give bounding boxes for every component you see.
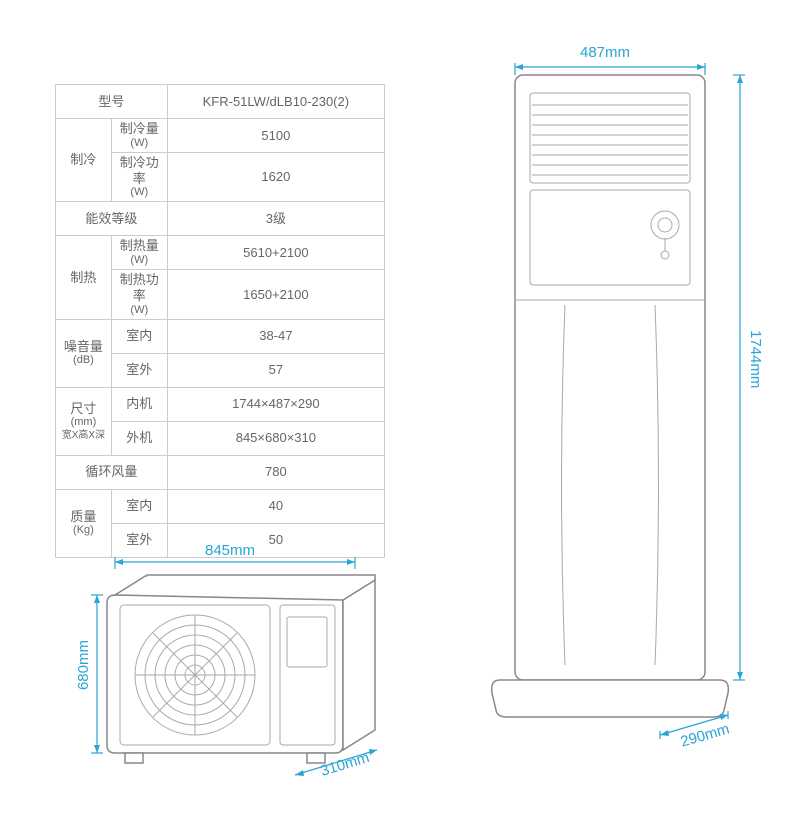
- spec-row: 噪音量(dB)室内38-47: [56, 319, 385, 353]
- spec-sublabel: 室内: [111, 489, 167, 523]
- spec-row: 能效等级3级: [56, 202, 385, 236]
- spec-sublabel: 内机: [111, 387, 167, 421]
- spec-sublabel: 制热功率(W): [111, 270, 167, 319]
- spec-row: 尺寸(mm)宽X高X深内机1744×487×290: [56, 387, 385, 421]
- spec-value: 845×680×310: [167, 421, 384, 455]
- spec-table: 型号KFR-51LW/dLB10-230(2)制冷制冷量(W)5100制冷功率(…: [55, 84, 385, 558]
- spec-label: 循环风量: [56, 455, 168, 489]
- outdoor-width-label: 845mm: [205, 542, 255, 559]
- spec-value: 3级: [167, 202, 384, 236]
- indoor-width-label: 487mm: [580, 44, 630, 61]
- indoor-height-label: 1744mm: [747, 330, 764, 388]
- spec-sublabel: 制热量(W): [111, 236, 167, 270]
- spec-label: 噪音量(dB): [56, 319, 112, 387]
- spec-value: 5610+2100: [167, 236, 384, 270]
- spec-label: 能效等级: [56, 202, 168, 236]
- spec-value: 780: [167, 455, 384, 489]
- spec-value: 1744×487×290: [167, 387, 384, 421]
- spec-row: 制冷制冷量(W)5100: [56, 119, 385, 153]
- spec-row: 质量(Kg)室内40: [56, 489, 385, 523]
- spec-value: 1620: [167, 153, 384, 202]
- spec-value: 1650+2100: [167, 270, 384, 319]
- spec-sublabel: 室内: [111, 319, 167, 353]
- outdoor-height-label: 680mm: [75, 640, 92, 690]
- spec-value: 40: [167, 489, 384, 523]
- spec-row: 型号KFR-51LW/dLB10-230(2): [56, 85, 385, 119]
- spec-row: 循环风量780: [56, 455, 385, 489]
- spec-label: 制热: [56, 236, 112, 319]
- spec-sublabel: 室外: [111, 353, 167, 387]
- spec-value: 5100: [167, 119, 384, 153]
- spec-label: 型号: [56, 85, 168, 119]
- spec-sublabel: 外机: [111, 421, 167, 455]
- spec-sublabel: 制冷功率(W): [111, 153, 167, 202]
- spec-value: 38-47: [167, 319, 384, 353]
- spec-value: KFR-51LW/dLB10-230(2): [167, 85, 384, 119]
- spec-label: 尺寸(mm)宽X高X深: [56, 387, 112, 455]
- spec-label: 制冷: [56, 119, 112, 202]
- indoor-unit-diagram: [450, 45, 770, 765]
- spec-sublabel: 制冷量(W): [111, 119, 167, 153]
- spec-row: 制热制热量(W)5610+2100: [56, 236, 385, 270]
- spec-value: 57: [167, 353, 384, 387]
